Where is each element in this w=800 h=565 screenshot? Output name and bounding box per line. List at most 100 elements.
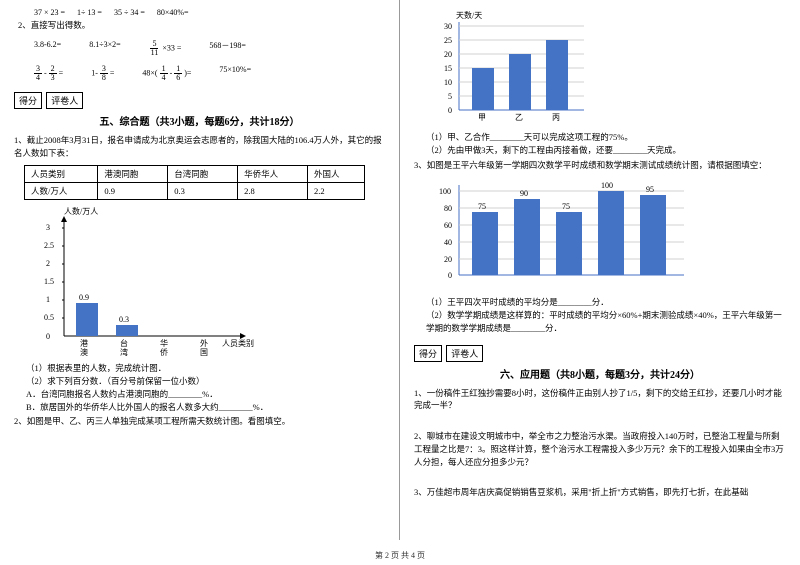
- bar-jia: [472, 68, 494, 110]
- bar-label: 95: [646, 185, 654, 194]
- q6-2: 2、聊城市在建设文明城市中，举全市之力整治污水渠。当政府投入140万时，已整治工…: [414, 430, 786, 468]
- svg-text:10: 10: [444, 78, 452, 87]
- svg-text:60: 60: [444, 221, 452, 230]
- svg-text:80: 80: [444, 204, 452, 213]
- svg-text:2: 2: [46, 259, 50, 268]
- td: 2.8: [238, 183, 308, 200]
- th: 港澳同胞: [98, 166, 168, 183]
- sub-r4: （2）数学学期成绩是这样算的：平时成绩的平均分×60%+期末测验成绩×40%，王…: [426, 309, 786, 335]
- q6-3: 3、万佳超市周年店庆高促销销售豆浆机，采用"折上折"方式销售，即先打七折，在此基…: [414, 486, 786, 499]
- expr: 511 ×33 =: [149, 40, 182, 57]
- sub-r1: （1）甲、乙合作________天可以完成这项工程的75%。: [426, 131, 786, 144]
- sub-2: （2）求下列百分数．（百分号前保留一位小数）: [26, 375, 385, 388]
- expr: 75×10%=: [219, 65, 251, 82]
- score-label: 得分: [14, 92, 42, 109]
- bar-1: [76, 303, 98, 336]
- reviewer-label: 评卷人: [446, 345, 483, 362]
- svg-text:30: 30: [444, 22, 452, 31]
- x-cat: 甲: [478, 113, 486, 122]
- chart-1-svg: 人数/万人 3 2.5 2 1.5 1 0.5 0 0.9: [34, 206, 264, 356]
- svg-text:5: 5: [448, 92, 452, 101]
- svg-text:0: 0: [46, 332, 50, 341]
- score-row: 得分 评卷人: [14, 92, 385, 109]
- svg-text:0.5: 0.5: [44, 313, 54, 322]
- bar: [598, 191, 624, 275]
- score-row-r: 得分 评卷人: [414, 345, 786, 362]
- svg-text:0: 0: [448, 106, 452, 115]
- arith-row-1: 37 × 23 = 1÷ 13 = 35 ÷ 34 = 80×40%=: [34, 8, 385, 17]
- svg-text:40: 40: [444, 238, 452, 247]
- expr: 1÷ 13 =: [77, 8, 102, 17]
- td: 0.3: [168, 183, 238, 200]
- sub-2b: B．旅居国外的华侨华人比外国人的报名人数多大约________%．: [26, 401, 385, 414]
- expr: 568－198=: [209, 40, 246, 57]
- expr: 37 × 23 =: [34, 8, 65, 17]
- bar-label: 90: [520, 189, 528, 198]
- bar-label: 0.9: [79, 293, 89, 302]
- bar: [472, 212, 498, 275]
- chart-2: 天数/天 30 25 20 15 10 5 0: [434, 10, 786, 127]
- expr: 34 - 23 =: [34, 65, 63, 82]
- x-cat: 丙: [552, 113, 560, 122]
- q6-1: 1、一份稿件王红独抄需要8小时，这份稿件正由别人抄了1/5，剩下的交给王红抄，还…: [414, 387, 786, 413]
- bar-bing: [546, 40, 568, 110]
- expr: 1- 38 =: [91, 65, 114, 82]
- expr: 80×40%=: [157, 8, 189, 17]
- left-column: 37 × 23 = 1÷ 13 = 35 ÷ 34 = 80×40%= 2、直接…: [0, 0, 400, 540]
- q5-1: 1、截止2008年3月31日，报名申请成为北京奥运会志愿者的，除我国大陆的106…: [14, 134, 385, 160]
- q5-2: 2、如图是甲、乙、丙三人单独完成某项工程所需天数统计图。看图填空。: [14, 415, 385, 428]
- th: 台湾同胞: [168, 166, 238, 183]
- right-column: 天数/天 30 25 20 15 10 5 0: [400, 0, 800, 540]
- x-cat: 港澳同胞: [80, 338, 88, 356]
- svg-text:100: 100: [439, 187, 451, 196]
- bar-label: 75: [562, 202, 570, 211]
- bar-label: 100: [601, 181, 613, 190]
- svg-text:0: 0: [448, 271, 452, 280]
- svg-text:1.5: 1.5: [44, 277, 54, 286]
- bar-label: 0.3: [119, 315, 129, 324]
- score-label: 得分: [414, 345, 442, 362]
- td: 0.9: [98, 183, 168, 200]
- x-cat: 乙: [515, 113, 523, 122]
- x-cat: 台湾同胞: [120, 338, 128, 356]
- bar: [556, 212, 582, 275]
- th: 人员类别: [25, 166, 98, 183]
- expr: 35 ÷ 34 =: [114, 8, 145, 17]
- section-5-title: 五、综合题（共3小题，每题6分，共计18分）: [14, 113, 385, 128]
- y-axis-label: 人数/万人: [64, 206, 98, 216]
- sub-r3: （1）王平四次平时成绩的平均分是________分．: [426, 296, 786, 309]
- th: 华侨华人: [238, 166, 308, 183]
- x-cat: 华侨华人: [160, 338, 168, 356]
- q5-3: 3、如图是王平六年级第一学期四次数学平时成绩和数学期末测试成绩统计图，请根据图填…: [414, 159, 786, 172]
- td: 人数/万人: [25, 183, 98, 200]
- svg-text:2.5: 2.5: [44, 241, 54, 250]
- bar: [640, 195, 666, 275]
- td: 2.2: [308, 183, 365, 200]
- arith-row-2: 3.8-6.2= 8.1÷3×2= 511 ×33 = 568－198=: [34, 40, 385, 57]
- y-ticks: 3 2.5 2 1.5 1 0.5 0: [44, 223, 64, 341]
- bar-2: [116, 325, 138, 336]
- bar-label: 75: [478, 202, 486, 211]
- x-axis-label: 人员类别: [222, 338, 254, 348]
- expr: 8.1÷3×2=: [89, 40, 120, 57]
- svg-text:3: 3: [46, 223, 50, 232]
- svg-text:20: 20: [444, 50, 452, 59]
- chart-2-svg: 天数/天 30 25 20 15 10 5 0: [434, 10, 604, 125]
- sub-2a: A．台湾同胞报名人数约占港澳同胞的________%．: [26, 388, 385, 401]
- sub-1: （1）根据表里的人数，完成统计图．: [26, 362, 385, 375]
- svg-text:15: 15: [444, 64, 452, 73]
- svg-text:1: 1: [46, 295, 50, 304]
- th: 外国人: [308, 166, 365, 183]
- sub-r2: （2）先由甲做3天，剩下的工程由丙接着做，还要________天完成。: [426, 144, 786, 157]
- chart-1: 人数/万人 3 2.5 2 1.5 1 0.5 0 0.9: [34, 206, 385, 358]
- section-6-title: 六、应用题（共8小题，每题3分，共计24分）: [414, 366, 786, 381]
- arith-row-3: 34 - 23 = 1- 38 = 48×( 14 - 16 )= 75×10%…: [34, 65, 385, 82]
- svg-text:20: 20: [444, 255, 452, 264]
- y-axis-label: 天数/天: [456, 10, 482, 20]
- bar: [514, 199, 540, 275]
- arith-header: 2、直接写出得数。: [18, 19, 385, 32]
- svg-text:25: 25: [444, 36, 452, 45]
- chart-3: 100 80 60 40 20 0 75 90 75 100 95: [434, 175, 786, 292]
- x-cat: 外国人: [200, 338, 208, 356]
- expr: 48×( 14 - 16 )=: [142, 65, 191, 82]
